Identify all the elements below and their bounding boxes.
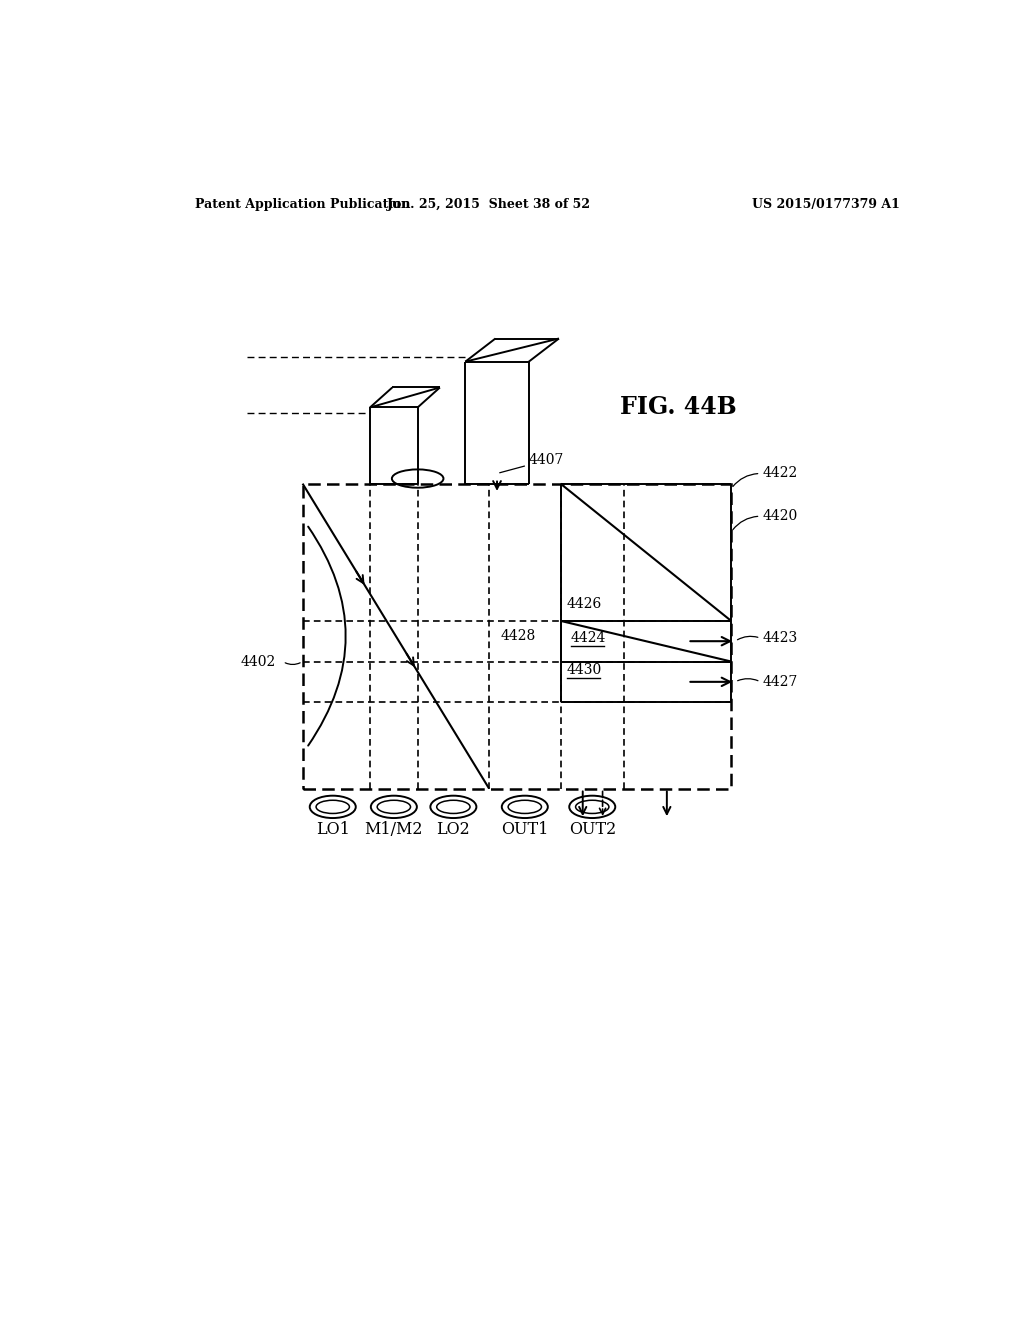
Text: FIG. 44B: FIG. 44B <box>620 396 736 420</box>
Text: 4430: 4430 <box>567 663 602 677</box>
Text: M1/M2: M1/M2 <box>365 821 423 838</box>
Text: 4424: 4424 <box>570 631 606 645</box>
Text: Jun. 25, 2015  Sheet 38 of 52: Jun. 25, 2015 Sheet 38 of 52 <box>387 198 591 211</box>
Text: LO2: LO2 <box>436 821 470 838</box>
Text: OUT2: OUT2 <box>568 821 615 838</box>
Text: OUT1: OUT1 <box>501 821 549 838</box>
Text: 4422: 4422 <box>763 466 798 480</box>
Text: 4402: 4402 <box>241 655 275 668</box>
Text: LO1: LO1 <box>315 821 349 838</box>
Text: 4423: 4423 <box>763 631 798 645</box>
Text: Patent Application Publication: Patent Application Publication <box>196 198 411 211</box>
Text: 4428: 4428 <box>501 630 537 643</box>
Text: 4427: 4427 <box>763 675 799 689</box>
Bar <box>303 483 731 788</box>
Text: 4426: 4426 <box>567 597 602 611</box>
Text: 4420: 4420 <box>763 510 798 523</box>
Text: 4407: 4407 <box>528 453 564 467</box>
Text: US 2015/0177379 A1: US 2015/0177379 A1 <box>753 198 900 211</box>
